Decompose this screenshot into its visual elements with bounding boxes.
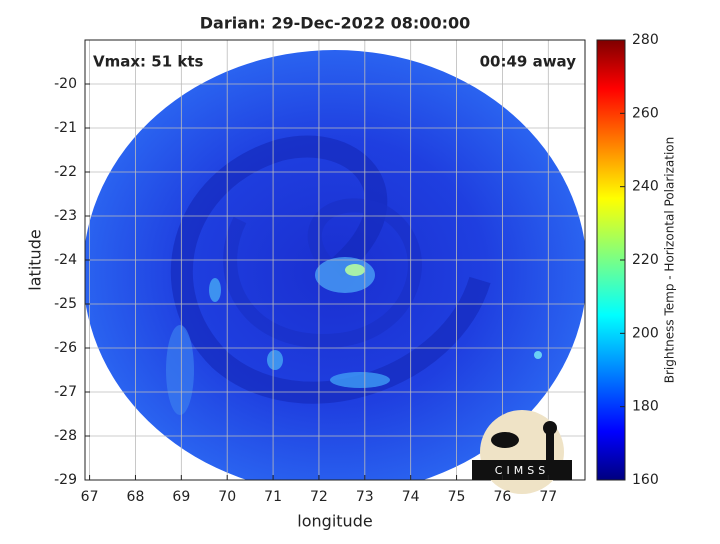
colorbar-tick-label: 160: [632, 472, 659, 488]
x-axis-label: longitude: [297, 512, 372, 531]
colorbar-tick-label: 200: [632, 325, 659, 341]
y-axis-label: latitude: [26, 229, 45, 290]
chart-title: Darian: 29-Dec-2022 08:00:00: [200, 14, 470, 33]
y-tick-label: -23: [54, 208, 77, 224]
x-tick-label: 73: [356, 489, 374, 505]
colorbar-tick-label: 220: [632, 252, 659, 268]
x-tick-label: 69: [172, 489, 190, 505]
x-tick-label: 76: [494, 489, 512, 505]
colorbar-tick-label: 180: [632, 399, 659, 415]
colorbar-label: Brightness Temp - Horizontal Polarizatio…: [663, 137, 677, 384]
y-tick-label: -20: [54, 76, 77, 92]
y-tick-label: -28: [54, 428, 77, 444]
x-tick-label: 72: [310, 489, 328, 505]
x-tick-label: 71: [264, 489, 282, 505]
y-tick-label: -21: [54, 120, 77, 136]
x-tick-label: 67: [81, 489, 99, 505]
x-tick-label: 68: [127, 489, 145, 505]
y-tick-label: -27: [54, 384, 77, 400]
annotation: Vmax: 51 kts: [93, 53, 203, 71]
colorbar-tick-label: 280: [632, 32, 659, 48]
y-tick-label: -25: [54, 296, 77, 312]
y-tick-label: -24: [54, 252, 77, 268]
annotation: 00:49 away: [480, 53, 577, 71]
y-tick-label: -22: [54, 164, 77, 180]
colorbar-tick-label: 240: [632, 179, 659, 195]
x-tick-label: 74: [402, 489, 420, 505]
x-tick-label: 70: [218, 489, 236, 505]
logo: CIMSS: [472, 410, 572, 494]
x-tick-label: 75: [448, 489, 466, 505]
y-tick-label: -29: [54, 472, 77, 488]
colorbar-tick-label: 260: [632, 105, 659, 121]
x-tick-label: 77: [539, 489, 557, 505]
y-tick-label: -26: [54, 340, 77, 356]
logo-text: CIMSS: [495, 464, 549, 477]
